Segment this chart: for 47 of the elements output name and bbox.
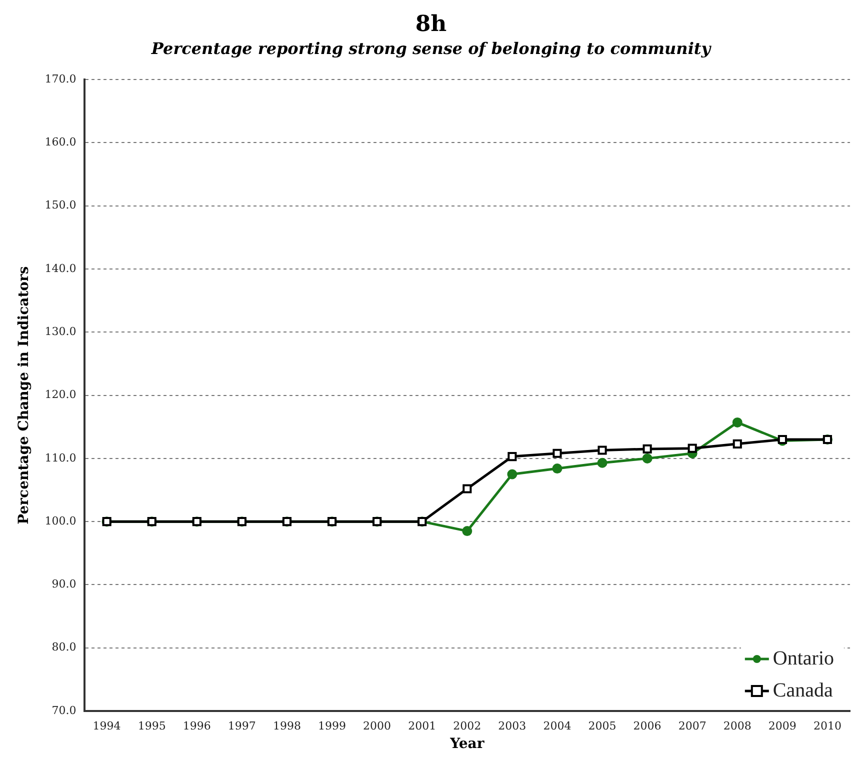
y-tick-label: 130.0 [44,325,76,338]
y-tick-label: 170.0 [44,72,76,86]
point [642,444,652,454]
point [508,452,517,462]
point [732,439,742,448]
y-tick-label: 140.0 [44,262,76,275]
legend-label: Ontario [772,647,834,670]
y-tick-label: 120.0 [44,388,76,402]
point [598,446,607,455]
point [462,484,472,494]
point [507,469,518,480]
x-tick-label: 2002 [453,719,482,732]
point [642,453,652,464]
x-tick-label: 2009 [768,719,796,732]
x-axis-title: Year [449,736,485,752]
point [597,458,608,468]
point [732,417,742,428]
x-tick-label: 1994 [92,719,121,732]
x-tick-label: 1995 [138,719,166,732]
x-tick-label: 1997 [228,719,256,732]
x-tick-label: 2010 [813,719,842,732]
y-tick-label: 150.0 [44,198,76,212]
x-tick-label: 2007 [678,719,706,732]
x-tick-label: 1998 [272,719,301,732]
y-tick-label: 80.0 [52,640,76,654]
legend-label: Canada [772,679,833,702]
point [462,526,472,536]
y-tick-label: 110.0 [44,451,76,464]
x-tick-label: 1996 [182,719,211,732]
y-axis-title: Percentage Change in Indicators [16,266,32,524]
x-tick-label: 2001 [408,719,436,732]
point [688,444,697,453]
x-tick-label: 2005 [588,719,616,732]
chart-title: 8h [415,10,447,37]
chart-subtitle: Percentage reporting strong sense of belonging to community [150,39,712,58]
y-tick-label: 160.0 [44,136,76,149]
x-tick-label: 1999 [318,719,346,732]
y-tick-label: 100.0 [44,514,76,528]
x-tick-label: 2003 [498,719,526,732]
x-tick-label: 2004 [543,719,572,732]
x-tick-label: 2006 [633,719,662,732]
y-tick-label: 70.0 [52,704,76,717]
y-tick-label: 90.0 [52,578,76,591]
point [552,448,562,458]
point [552,464,562,474]
x-tick-label: 2008 [723,719,752,732]
x-tick-label: 2000 [363,719,392,732]
